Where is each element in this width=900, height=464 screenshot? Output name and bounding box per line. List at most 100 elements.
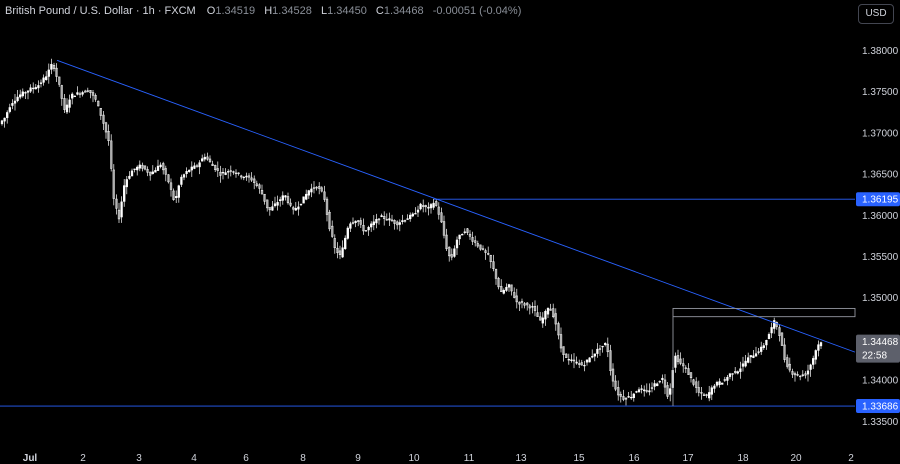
symbol-name[interactable]: British Pound / U.S. Dollar · 1h · FXCM <box>5 5 196 17</box>
candle-body <box>169 182 173 190</box>
candle-body <box>411 213 414 217</box>
candle-body <box>804 373 807 376</box>
low-label: L <box>320 5 328 17</box>
candle-body <box>333 238 336 248</box>
candle-body <box>666 385 669 397</box>
candle-body <box>487 253 490 255</box>
candle-body <box>156 165 160 171</box>
candle-body <box>268 207 271 211</box>
candle-body <box>102 114 105 124</box>
drawings-layer <box>0 59 856 407</box>
candle-body <box>318 186 321 189</box>
candle-body <box>630 396 633 399</box>
candle-body <box>442 221 446 236</box>
candle-body <box>575 361 578 364</box>
candle-body <box>232 171 235 173</box>
candle-body <box>635 391 638 393</box>
candle-body <box>689 372 693 379</box>
current-price-tag-label: 1.34468 <box>862 337 899 348</box>
open-value: 1.34519 <box>215 5 256 17</box>
candle-body <box>76 92 79 95</box>
candle-body <box>107 131 110 141</box>
candle-body <box>302 196 305 204</box>
open-label: O <box>206 5 216 17</box>
candle-body <box>167 174 170 183</box>
candle-body <box>401 220 404 222</box>
candle-body <box>299 203 303 206</box>
currency-button[interactable]: USD <box>858 4 894 24</box>
candle-body <box>201 158 204 162</box>
candle-body <box>741 363 745 367</box>
candle-body <box>648 390 651 393</box>
candle-body <box>710 387 713 395</box>
candle-body <box>110 140 113 169</box>
candle-body <box>533 306 537 311</box>
candle-body <box>206 156 209 160</box>
candle-body <box>523 303 526 306</box>
candle-body <box>515 295 518 303</box>
candle-body <box>175 196 178 198</box>
candle-body <box>754 353 758 357</box>
candle-body <box>141 164 144 169</box>
candle-body <box>476 243 479 247</box>
candle-body <box>154 170 157 173</box>
candle-body <box>177 185 180 198</box>
candle-body <box>676 355 680 362</box>
time-tick-label: 3 <box>136 453 142 464</box>
candle-body <box>588 357 591 363</box>
time-axis[interactable]: Jul 2 3 4 6 8 9 10 11 13 15 16 17 18 20 2 <box>23 453 854 464</box>
candle-body <box>136 166 139 171</box>
candle-body <box>643 389 646 392</box>
candle-body <box>279 199 282 202</box>
price-tick-label: 1.38000 <box>862 46 899 57</box>
candle-body <box>128 175 131 179</box>
candle-body <box>762 345 765 348</box>
time-tick-label: 2 <box>848 453 854 464</box>
candle-body <box>357 220 360 222</box>
resistance-price-tag-label: 1.36195 <box>862 195 899 206</box>
candle-body <box>71 93 74 99</box>
candle-body <box>305 193 308 200</box>
candle-body <box>767 334 771 340</box>
candle-body <box>583 364 586 367</box>
candle-body <box>614 380 617 390</box>
candle-body <box>458 234 461 240</box>
candle-body <box>461 234 464 236</box>
candle-body <box>721 382 724 385</box>
candle-body <box>393 220 396 224</box>
candle-body <box>258 184 261 189</box>
candle-body <box>84 90 87 93</box>
candle-body <box>775 321 778 327</box>
candle-body <box>468 233 472 237</box>
candle-body <box>554 313 557 325</box>
candle-body <box>606 343 609 353</box>
candle-body <box>42 77 45 83</box>
candle-body <box>182 174 186 178</box>
candle-body <box>736 371 739 374</box>
candle-body <box>266 199 269 209</box>
candle-body <box>242 176 245 179</box>
candle-body <box>45 76 48 80</box>
candle-body <box>138 164 141 169</box>
candle-body <box>422 205 425 207</box>
candle-body <box>617 387 620 396</box>
candle-body <box>130 170 134 177</box>
support-price-tag-label: 1.33686 <box>862 402 899 413</box>
price-tick-label: 1.37000 <box>862 128 899 139</box>
candle-body <box>492 261 495 269</box>
time-tick-label: 6 <box>243 453 249 464</box>
candle-body <box>765 339 768 346</box>
price-axis[interactable]: 1.38000 1.37500 1.37000 1.36500 1.36000 1.355… <box>862 46 899 428</box>
candle-body <box>73 95 76 98</box>
candle-body <box>679 358 682 364</box>
candle-body <box>58 76 61 85</box>
candle-body <box>637 389 641 393</box>
candle-body <box>731 373 734 375</box>
candle-body <box>190 166 193 171</box>
candle-body <box>591 356 594 358</box>
candle-body <box>237 172 240 174</box>
candle-body <box>234 172 238 175</box>
candle-body <box>32 87 35 90</box>
candle-body <box>611 368 615 382</box>
